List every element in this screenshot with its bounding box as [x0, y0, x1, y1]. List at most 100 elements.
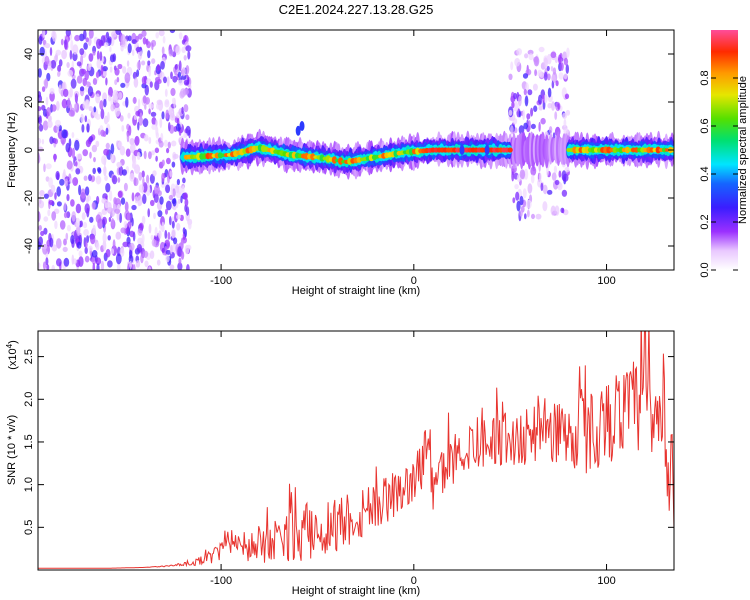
noise-blob [120, 34, 126, 46]
noise-blob [46, 107, 51, 117]
noise-blob [69, 87, 73, 98]
noise-blob [71, 211, 76, 222]
noise-blob [42, 30, 46, 38]
noise-blob [44, 55, 50, 65]
noise-blob [175, 185, 180, 194]
noise-blob [115, 30, 122, 35]
noise-blob [172, 197, 177, 207]
noise-blob [156, 63, 161, 72]
noise-blob [38, 211, 41, 222]
noise-blob [533, 56, 540, 67]
noise-blob [129, 260, 132, 270]
noise-blob [84, 186, 90, 196]
noise-blob [171, 97, 176, 105]
noise-blob [122, 241, 129, 248]
noise-blob [553, 165, 558, 174]
ridge-core [310, 153, 316, 161]
noise-blob [78, 250, 83, 257]
noise-blob [139, 112, 143, 119]
noise-blob [158, 140, 164, 148]
noise-blob [74, 93, 78, 104]
noise-blob [53, 153, 57, 163]
noise-blob [161, 247, 165, 254]
noise-blob [563, 73, 568, 80]
noise-blob [177, 71, 182, 78]
noise-blob [119, 145, 126, 156]
noise-blob [138, 116, 144, 126]
noise-blob [100, 108, 105, 120]
ridge-core [331, 156, 337, 164]
noise-blob [92, 167, 96, 175]
snr-panel: -100 0 100 0.5 1.0 1.5 2.0 2.5 Height of straig… [5, 330, 675, 597]
noise-blob [182, 177, 186, 184]
noise-blob [63, 169, 66, 178]
noise-blob [41, 86, 46, 92]
noise-blob [150, 111, 157, 117]
noise-blob [109, 66, 113, 73]
noise-blob [547, 189, 553, 195]
noise-blob [103, 98, 107, 108]
noise-blob [38, 115, 42, 125]
noise-blob [76, 241, 82, 249]
noise-blob [148, 67, 152, 77]
noise-blob [104, 202, 109, 209]
noise-blob [117, 63, 123, 70]
colorbar-axis: 0.0 0.2 0.4 0.6 0.8 [699, 70, 738, 278]
noise-blob [90, 175, 96, 183]
noise-blob [522, 73, 529, 79]
noise-blob [54, 192, 57, 200]
noise-blob [519, 209, 523, 217]
noise-blob [115, 231, 122, 240]
noise-blob [159, 196, 164, 205]
noise-blob [158, 230, 162, 239]
noise-blob [175, 214, 182, 220]
noise-blob [43, 227, 48, 235]
noise-blob [83, 175, 88, 181]
noise-blob [124, 72, 131, 84]
snr-y-tick-label: 2.0 [23, 392, 35, 407]
noise-blob [117, 92, 123, 100]
noise-blob [95, 93, 100, 104]
noise-blob [171, 229, 176, 239]
noise-blob [128, 254, 134, 264]
noise-blob [89, 151, 92, 159]
noise-blob [563, 128, 569, 135]
noise-blob [127, 35, 132, 42]
noise-blob [171, 161, 176, 168]
noise-blob [124, 201, 129, 212]
noise-blob [141, 83, 147, 89]
noise-blob [167, 141, 171, 149]
noise-blob [561, 208, 565, 214]
spectrogram-y-tick-label: 0 [23, 147, 35, 153]
noise-blob [131, 39, 137, 45]
noise-blob [548, 126, 553, 134]
noise-blob [78, 256, 84, 267]
noise-blob [161, 111, 165, 120]
noise-blob [112, 89, 119, 101]
noise-blob [161, 46, 165, 55]
noise-blob [38, 137, 42, 145]
noise-blob [165, 109, 169, 120]
noise-blob [102, 71, 107, 77]
noise-blob [542, 94, 545, 104]
noise-blob [49, 47, 53, 56]
ridge-streak [484, 145, 490, 155]
noise-blob [148, 108, 151, 115]
noise-blob [69, 49, 73, 60]
noise-blob [183, 79, 190, 86]
noise-blob [43, 163, 46, 173]
noise-blob [563, 209, 569, 216]
noise-blob [552, 67, 557, 75]
noise-blob [55, 170, 60, 180]
noise-blob [153, 212, 156, 220]
noise-blob [72, 44, 79, 55]
noise-blob [122, 66, 127, 74]
noise-blob [114, 102, 120, 108]
noise-blob [50, 59, 57, 69]
noise-blob [79, 220, 83, 228]
noise-blob [185, 125, 191, 136]
noise-blob [97, 167, 102, 174]
noise-blob [110, 248, 115, 255]
noise-blob [92, 50, 96, 56]
